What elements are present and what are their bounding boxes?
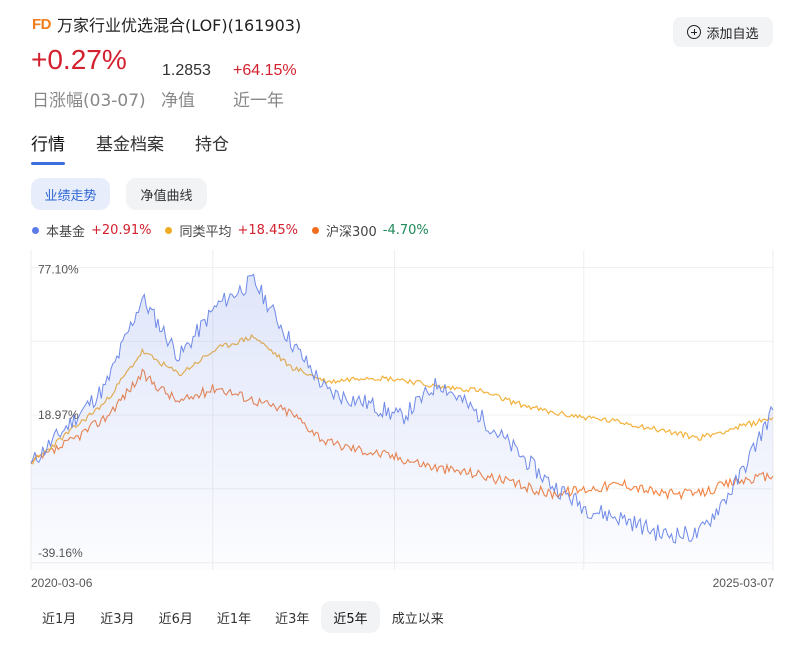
fund-title: 万家行业优选混合(LOF)(161903) — [57, 16, 302, 35]
legend-name-peer: 同类平均 — [179, 225, 232, 240]
y-tick-label-1: 18.97% — [38, 408, 79, 422]
legend-item-index: 沪深300 -4.70% — [311, 221, 429, 240]
legend-value-peer: +18.45% — [237, 223, 298, 238]
fund-header: FD 万家行业优选混合(LOF)(161903) — [32, 12, 301, 36]
legend-item-peer: 同类平均 +18.45% — [165, 221, 298, 240]
range-5y-button[interactable]: 近5年 — [321, 601, 380, 633]
legend-name-fund: 本基金 — [46, 225, 86, 240]
daily-change-label: 日涨幅(03-07) — [32, 91, 146, 111]
legend-name-index: 沪深300 — [325, 225, 377, 240]
range-since-inception-button[interactable]: 成立以来 — [391, 611, 444, 627]
y-tick-label-0: 77.10% — [38, 263, 79, 277]
year-change-label: 近一年 — [233, 91, 284, 111]
legend-dot-index — [311, 227, 319, 234]
range-1m-button[interactable]: 近1月 — [42, 611, 77, 627]
mode-performance-button[interactable]: 业绩走势 — [31, 178, 110, 210]
range-3m-button[interactable]: 近3月 — [100, 611, 135, 627]
tab-market[interactable]: 行情 — [31, 130, 65, 165]
legend-dot-peer — [165, 227, 173, 234]
x-end-label: 2025-03-07 — [713, 576, 775, 590]
tab-fund-profile[interactable]: 基金档案 — [96, 135, 164, 155]
tab-bar: 行情 基金档案 持仓 — [31, 130, 260, 165]
range-1y-button[interactable]: 近1年 — [216, 611, 252, 627]
legend-value-fund: +20.91% — [91, 223, 152, 238]
legend-value-index: -4.70% — [382, 223, 429, 238]
legend-dot-fund — [32, 227, 39, 234]
range-6m-button[interactable]: 近6月 — [158, 611, 193, 627]
legend-item-fund: 本基金 +20.91% — [32, 221, 151, 240]
series-line-0 — [30, 273, 774, 544]
chart-legend: 本基金 +20.91% 同类平均 +18.45% 沪深300 -4.70% — [32, 221, 443, 240]
fd-logo: FD — [32, 15, 52, 33]
tab-holdings[interactable]: 持仓 — [195, 135, 229, 155]
mode-nav-curve-button[interactable]: 净值曲线 — [126, 178, 207, 210]
nav-label: 净值 — [161, 91, 195, 111]
x-start-label: 2020-03-06 — [31, 576, 93, 590]
y-tick-label-2: -39.16% — [38, 546, 83, 560]
nav-value: 1.2853 — [162, 62, 211, 79]
plus-circle-icon — [687, 25, 702, 39]
fund-area — [31, 274, 773, 570]
add-watchlist-button[interactable]: 添加自选 — [673, 17, 773, 47]
range-3y-button[interactable]: 近3年 — [275, 611, 310, 627]
performance-chart[interactable]: 77.10% 18.97% -39.16% 2020-03-06 2025-03-07 — [0, 240, 812, 595]
daily-change-value: +0.27% — [31, 44, 127, 75]
add-watchlist-label: 添加自选 — [706, 26, 759, 42]
year-change-value: +64.15% — [233, 62, 297, 79]
range-selector: 近1月 近3月 近6月 近1年 近3年 近5年 成立以来 — [30, 601, 456, 633]
